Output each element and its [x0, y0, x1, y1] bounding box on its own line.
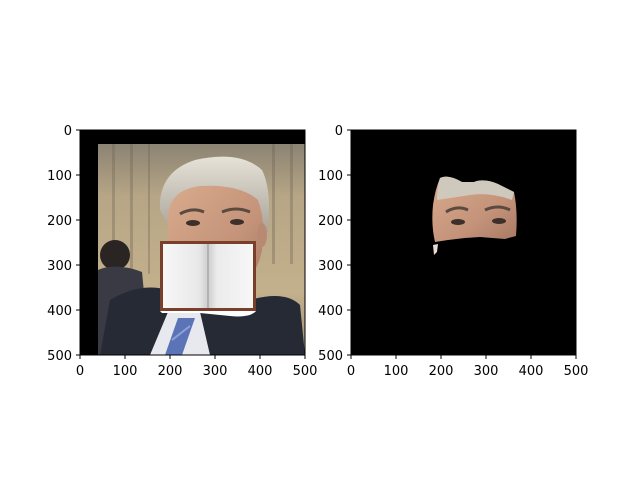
left-image: [80, 130, 305, 355]
x-tick-label: 400: [519, 364, 544, 379]
x-tick-label: 500: [564, 364, 589, 379]
left-y-tick-labels: 0 100 200 300 400 500: [47, 124, 72, 364]
background-person-head: [100, 240, 130, 270]
right-image: [351, 130, 576, 355]
y-tick-label: 0: [335, 124, 343, 139]
y-tick-label: 400: [318, 304, 343, 319]
left-x-axis: [79, 355, 306, 359]
window-blinds: [112, 144, 293, 274]
x-tick-label: 100: [113, 364, 138, 379]
left-y-axis: [76, 129, 80, 356]
y-tick-label: 200: [47, 214, 72, 229]
y-tick-label: 300: [47, 259, 72, 274]
y-tick-label: 0: [64, 124, 72, 139]
y-tick-label: 100: [47, 169, 72, 184]
x-tick-label: 100: [384, 364, 409, 379]
right-x-axis: [350, 355, 577, 359]
book-overlay: [160, 241, 256, 311]
x-tick-label: 300: [474, 364, 499, 379]
white-patch: [160, 311, 256, 317]
left-x-tick-labels: 0 100 200 300 400 500: [76, 364, 318, 379]
x-tick-label: 500: [293, 364, 318, 379]
y-tick-label: 100: [318, 169, 343, 184]
left-axes-frame: [79, 129, 306, 356]
y-tick-label: 400: [47, 304, 72, 319]
segment-fragment: [433, 244, 438, 255]
right-y-tick-labels: 0 100 200 300 400 500: [318, 124, 343, 364]
right-y-axis: [347, 129, 351, 356]
x-tick-label: 200: [158, 364, 183, 379]
left-panel: 0 100 200 300 400 500 0 100 200 300 400 …: [47, 124, 317, 379]
hair: [159, 156, 270, 232]
x-tick-label: 0: [347, 364, 355, 379]
y-tick-label: 500: [47, 349, 72, 364]
y-tick-label: 300: [318, 259, 343, 274]
y-tick-label: 200: [318, 214, 343, 229]
right-axes-frame: [350, 129, 577, 356]
x-tick-label: 200: [429, 364, 454, 379]
x-tick-label: 0: [76, 364, 84, 379]
right-panel: 0 100 200 300 400 500 0 100 200 300 400 …: [318, 124, 588, 379]
x-tick-label: 300: [203, 364, 228, 379]
y-tick-label: 500: [318, 349, 343, 364]
right-x-tick-labels: 0 100 200 300 400 500: [347, 364, 589, 379]
x-tick-label: 400: [248, 364, 273, 379]
